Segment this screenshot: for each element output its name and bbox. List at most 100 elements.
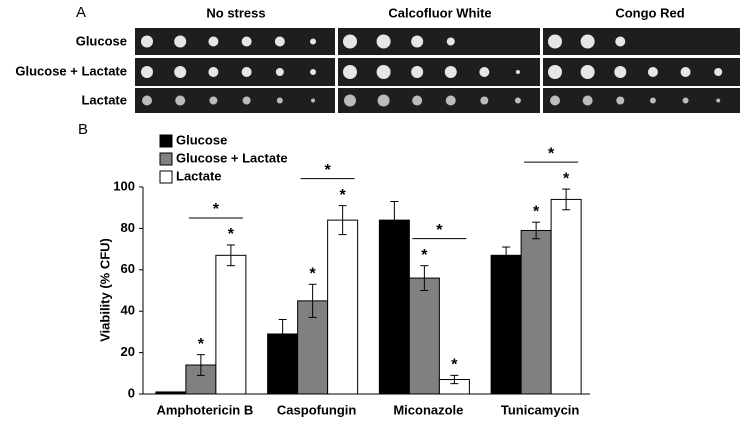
photo	[135, 58, 335, 86]
spot	[274, 36, 285, 47]
significance-star: *	[533, 203, 540, 220]
x-tick-label: Miconazole	[393, 402, 463, 417]
photo	[338, 28, 540, 55]
legend-label: Glucose + Lactate	[176, 150, 288, 165]
bracket-star: *	[436, 222, 443, 239]
significance-star: *	[228, 226, 235, 243]
spot	[515, 70, 520, 74]
significance-star: *	[421, 247, 428, 264]
spot	[479, 67, 490, 77]
spot	[343, 34, 357, 49]
photo	[543, 88, 740, 113]
significance-star: *	[198, 336, 205, 353]
spot	[480, 96, 489, 105]
x-tick-label: Amphotericin B	[156, 402, 253, 417]
y-tick-label: 60	[121, 261, 135, 276]
bar	[550, 198, 582, 395]
spot	[311, 98, 316, 103]
spot	[376, 65, 391, 79]
bar	[155, 391, 187, 395]
y-tick-label: 40	[121, 303, 135, 318]
spot	[141, 35, 153, 48]
spot	[716, 98, 721, 103]
spot	[175, 95, 186, 106]
spot	[550, 95, 560, 106]
column-header: Calcofluor White	[388, 5, 491, 20]
x-tick-label: Caspofungin	[277, 402, 356, 417]
bar	[327, 219, 359, 395]
spot	[680, 67, 691, 77]
bar	[215, 254, 247, 395]
legend-swatch	[159, 134, 173, 148]
spot	[208, 36, 219, 47]
spot	[276, 97, 283, 104]
x-tick-label: Tunicamycin	[501, 402, 580, 417]
spot	[376, 34, 391, 49]
spot	[377, 94, 390, 107]
bar	[408, 277, 440, 395]
row-label: Glucose	[76, 33, 127, 48]
legend-swatch	[159, 152, 173, 166]
row-label: Lactate	[81, 92, 127, 107]
spot	[615, 36, 626, 47]
spot	[174, 35, 187, 48]
spot	[411, 66, 424, 78]
spot	[142, 95, 152, 106]
significance-star: *	[310, 266, 317, 283]
photo	[543, 28, 740, 55]
photo	[135, 28, 335, 55]
significance-star: *	[563, 170, 570, 187]
bracket-star: *	[548, 145, 555, 162]
spot	[141, 66, 153, 78]
spot	[582, 95, 593, 106]
row-label: Glucose + Lactate	[15, 63, 127, 78]
bracket-star: *	[213, 201, 220, 218]
spot	[343, 65, 357, 79]
panel-label: B	[78, 121, 88, 138]
spot	[208, 67, 219, 77]
spot	[241, 36, 252, 47]
spot	[209, 96, 218, 105]
spot	[241, 67, 252, 77]
column-header: No stress	[206, 5, 265, 20]
spot	[548, 65, 562, 79]
spot	[580, 34, 595, 49]
spot	[446, 37, 455, 46]
photo	[543, 58, 740, 86]
spot	[242, 96, 251, 105]
legend-label: Glucose	[176, 132, 227, 147]
bar	[520, 229, 552, 395]
column-header: Congo Red	[615, 5, 684, 20]
spot	[514, 97, 521, 104]
spot	[616, 96, 625, 105]
spot	[412, 95, 423, 106]
spot	[580, 65, 595, 79]
photo	[135, 88, 335, 113]
y-tick-label: 100	[113, 178, 135, 193]
legend-swatch	[159, 170, 173, 184]
spot	[647, 67, 658, 77]
y-axis-label: Viability (% CFU)	[97, 238, 112, 342]
y-tick-label: 0	[128, 385, 135, 400]
significance-star: *	[451, 357, 458, 374]
legend-label: Lactate	[176, 168, 222, 183]
spot	[614, 66, 627, 78]
photo	[338, 58, 540, 86]
photo	[338, 88, 540, 113]
spot	[310, 38, 317, 45]
spot	[682, 97, 689, 104]
spot	[174, 66, 187, 78]
spot	[445, 95, 456, 106]
y-tick-label: 20	[121, 344, 135, 359]
bar	[378, 219, 410, 395]
spot	[310, 69, 317, 75]
spot	[444, 66, 457, 78]
panel-label: A	[76, 4, 86, 21]
significance-star: *	[340, 187, 347, 204]
spot	[411, 35, 424, 48]
spot	[275, 68, 284, 76]
y-tick-label: 80	[121, 220, 135, 235]
spot	[649, 97, 656, 104]
spot	[548, 34, 562, 49]
